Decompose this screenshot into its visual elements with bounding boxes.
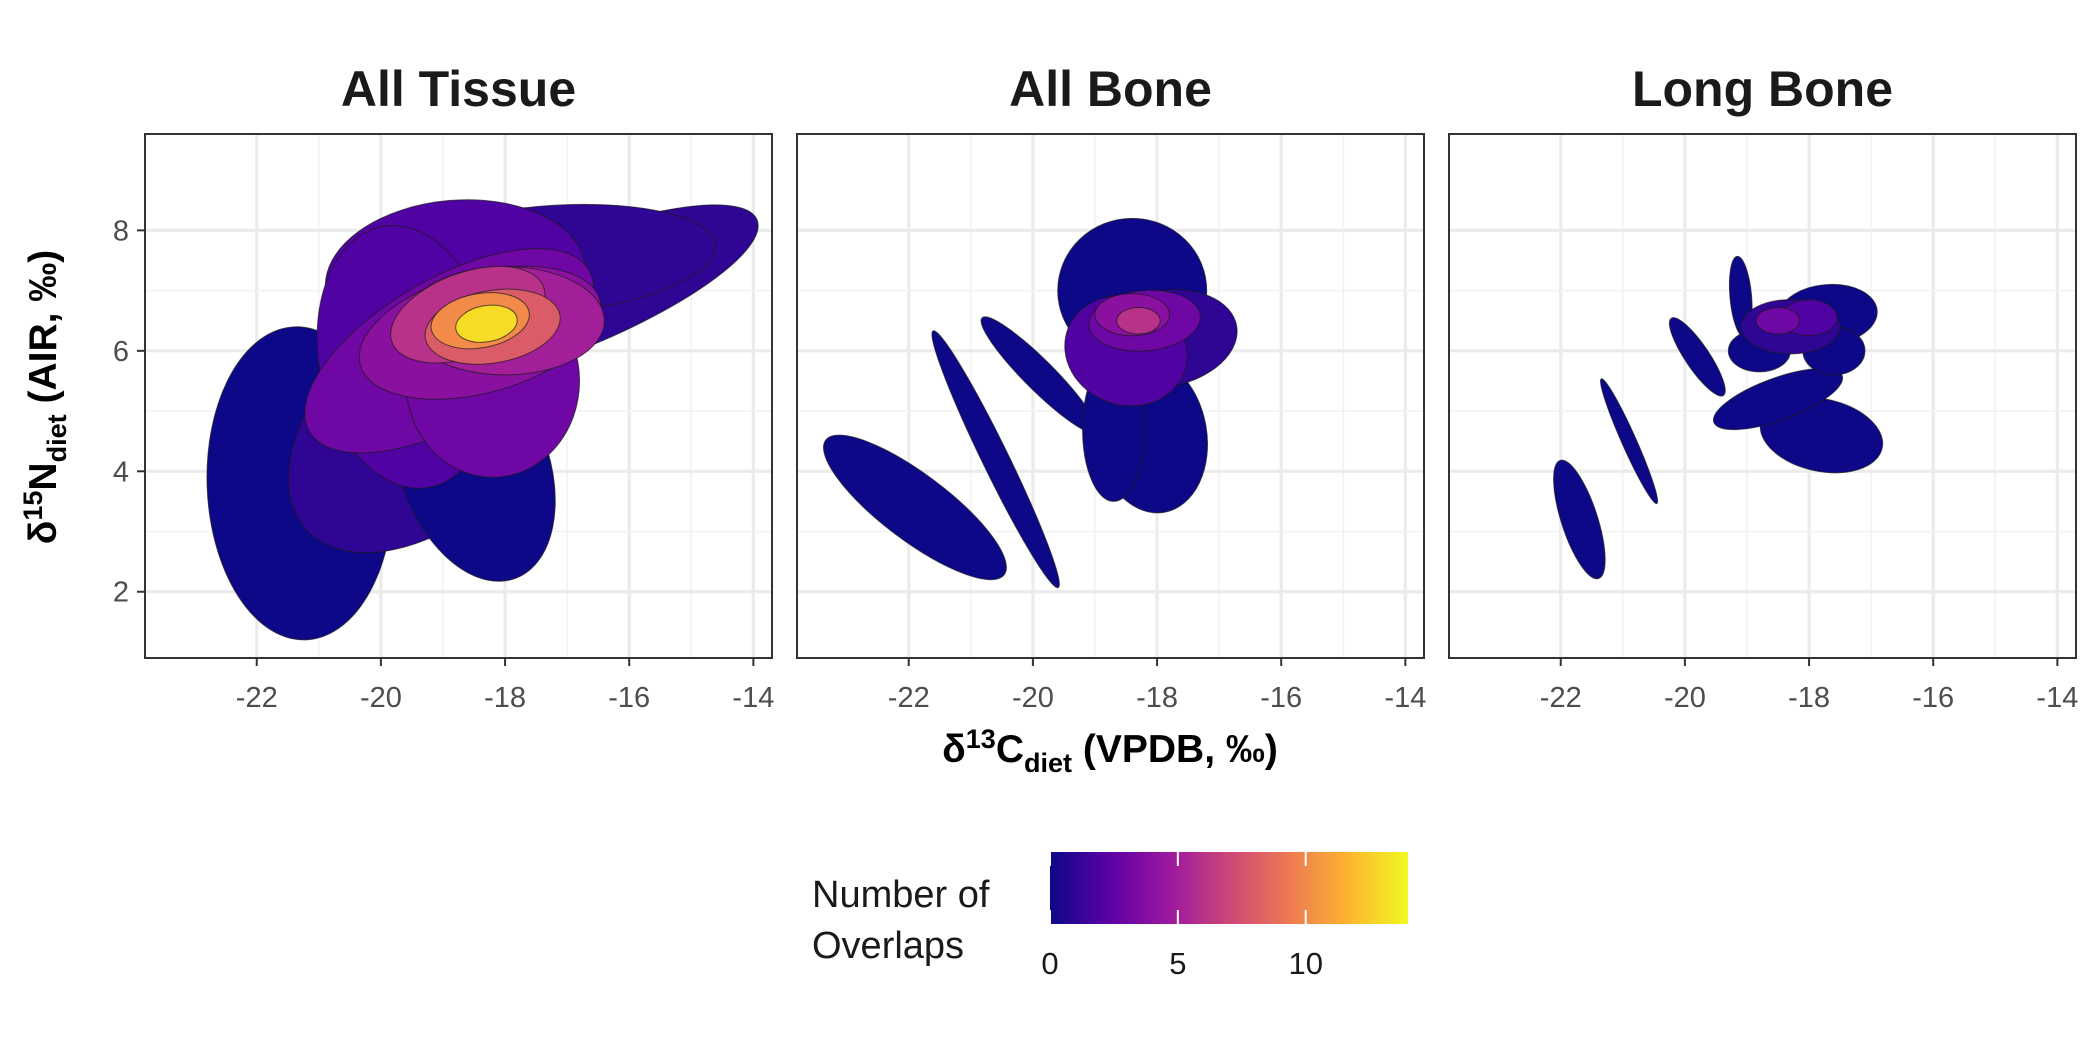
y-axis-title: δ15Ndiet (AIR, ‰) bbox=[18, 250, 72, 545]
legend-colorbar bbox=[1050, 852, 1408, 924]
y-axis-sub: diet bbox=[42, 414, 72, 462]
overlap-ellipse bbox=[1712, 367, 1844, 431]
legend-tick-label: 0 bbox=[1041, 946, 1058, 981]
legend-tick-label: 10 bbox=[1288, 946, 1322, 981]
x-tick-label: -22 bbox=[236, 682, 278, 714]
panel-border bbox=[144, 133, 773, 659]
panel-2: All Bone -22 -20 -18 -16 -14 bbox=[796, 61, 1426, 714]
x-tick-label: -20 bbox=[360, 682, 402, 714]
x-axis-sup: 13 bbox=[966, 724, 996, 754]
legend-tick-label: 5 bbox=[1169, 946, 1186, 981]
panel-3: Long Bone -22 -20 -18 -16 -14 bbox=[1448, 61, 2078, 714]
x-tick-label: -18 bbox=[1788, 682, 1830, 714]
x-tick-label: -14 bbox=[2036, 682, 2078, 714]
panel-title: Long Bone bbox=[1632, 61, 1893, 117]
panels-layer: All Tissue -22 -20 -18 -16 -14 2 4 6 8 All Bone -22… bbox=[113, 61, 2078, 714]
legend-ticks: 0 5 10 bbox=[1041, 852, 1323, 981]
panel-border bbox=[796, 133, 1425, 659]
x-tick-label: -18 bbox=[484, 682, 526, 714]
x-tick-label: -22 bbox=[1540, 682, 1582, 714]
x-tick-label: -16 bbox=[1912, 682, 1954, 714]
panel-title: All Tissue bbox=[341, 61, 576, 117]
x-axis-delta: δ bbox=[942, 728, 966, 771]
legend-title-line2: Overlaps bbox=[812, 925, 964, 967]
legend-title-line1: Number of bbox=[812, 874, 990, 916]
ellipse-layer bbox=[206, 199, 759, 641]
legend: Number of Overlaps 0 5 10 bbox=[812, 852, 1408, 981]
x-axis-sub: diet bbox=[1024, 748, 1072, 778]
x-tick-label: -16 bbox=[1260, 682, 1302, 714]
ellipse-layer bbox=[1553, 255, 1884, 580]
y-tick-label: 4 bbox=[113, 456, 129, 488]
panel-1: All Tissue -22 -20 -18 -16 -14 2 4 6 8 bbox=[113, 61, 774, 714]
overlap-ellipse bbox=[1116, 306, 1161, 335]
overlap-ellipse bbox=[455, 304, 518, 343]
overlap-ellipse bbox=[1668, 317, 1726, 397]
y-tick-label: 8 bbox=[113, 215, 129, 247]
x-tick-label: -14 bbox=[732, 682, 774, 714]
overlap-ellipse bbox=[823, 434, 1007, 581]
x-tick-label: -14 bbox=[1384, 682, 1426, 714]
ellipse-layer bbox=[823, 217, 1238, 589]
y-axis-sup: 15 bbox=[18, 491, 48, 521]
grid bbox=[1449, 134, 2076, 658]
x-axis-rest: (VPDB, ‰) bbox=[1072, 728, 1278, 771]
overlap-ellipse bbox=[1755, 306, 1801, 335]
x-axis-title: δ13Cdiet (VPDB, ‰) bbox=[942, 724, 1278, 778]
y-axis-rest: (AIR, ‰) bbox=[22, 250, 65, 415]
y-axis-elem: N bbox=[22, 462, 65, 490]
overlap-ellipse bbox=[931, 330, 1060, 589]
y-tick-label: 6 bbox=[113, 336, 129, 368]
x-tick-label: -18 bbox=[1136, 682, 1178, 714]
x-tick-label: -22 bbox=[888, 682, 930, 714]
x-axis-elem: C bbox=[996, 728, 1024, 771]
y-tick-label: 2 bbox=[113, 577, 129, 609]
y-axis-delta: δ bbox=[22, 521, 65, 545]
panel-border bbox=[1448, 133, 2077, 659]
x-tick-label: -20 bbox=[1012, 682, 1054, 714]
overlap-ellipse bbox=[1553, 459, 1606, 580]
x-tick-label: -20 bbox=[1664, 682, 1706, 714]
overlap-ellipse bbox=[1599, 378, 1659, 505]
x-tick-label: -16 bbox=[608, 682, 650, 714]
panel-title: All Bone bbox=[1009, 61, 1212, 117]
